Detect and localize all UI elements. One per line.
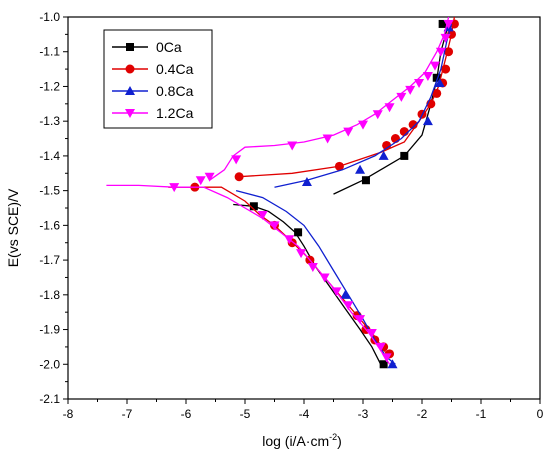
x-axis-title: log (i/A·cm-2): [262, 432, 342, 449]
legend: 0Ca 0.4Ca 0.8Ca 1.2Ca: [103, 29, 213, 129]
data-point-0ca: [432, 73, 441, 82]
y-tick-label: -1.3: [39, 114, 60, 128]
y-tick-label: -1.5: [39, 184, 60, 198]
data-point-1-2ca: [287, 141, 298, 151]
y-tick-label: -1.1: [39, 45, 60, 59]
data-point-0-4ca: [432, 88, 442, 98]
x-tick-label: -8: [63, 407, 74, 421]
legend-marker-0-8ca: [125, 86, 135, 95]
data-point-1-2ca: [366, 329, 377, 339]
data-point-0ca: [294, 228, 303, 237]
data-point-0-4ca: [399, 127, 409, 137]
data-point-1-2ca: [319, 273, 330, 283]
x-tick-label: -5: [240, 407, 251, 421]
data-point-1-2ca: [257, 210, 268, 220]
series-line-0-4ca: [239, 16, 456, 178]
data-point-0-8ca: [387, 359, 398, 369]
x-tick-label: -1: [476, 407, 487, 421]
data-point-0ca: [438, 19, 447, 28]
series-1-2ca: [106, 16, 454, 365]
data-point-1-2ca: [384, 103, 395, 113]
data-point-0-8ca: [422, 116, 433, 126]
data-point-1-2ca: [440, 33, 451, 43]
data-point-1-2ca: [169, 183, 180, 193]
data-point-0ca: [249, 202, 258, 211]
data-point-1-2ca: [414, 78, 425, 88]
data-point-0-4ca: [444, 47, 454, 57]
y-tick-label: -2.1: [39, 392, 60, 406]
data-point-1-2ca: [358, 120, 368, 130]
data-point-1-2ca: [307, 263, 318, 273]
x-tick-label: 0: [537, 407, 544, 421]
data-point-0ca: [400, 151, 409, 160]
y-tick-label: -1.8: [39, 288, 60, 302]
axes-group: -8 -7 -6 -5 -4 -3 -2 -1 0 -2.1 -2.0 -1.9 -1.8 -1.7 -1.…: [39, 10, 543, 421]
x-tick-label: -2: [417, 407, 428, 421]
series-line-0-8ca: [274, 23, 453, 188]
data-point-0-8ca: [355, 164, 366, 174]
data-point-1-2ca: [231, 155, 242, 165]
x-tick-label: -7: [122, 407, 133, 421]
data-point-0-8ca: [301, 176, 312, 186]
x-tick-label: -6: [181, 407, 192, 421]
data-point-1-2ca: [296, 249, 307, 259]
y-tick-label: -1.4: [39, 149, 60, 163]
legend-label-1-2ca: 1.2Ca: [156, 105, 194, 121]
data-point-0-4ca: [408, 120, 418, 130]
y-tick-label: -1.7: [39, 253, 60, 267]
data-point-1-2ca: [195, 176, 206, 186]
data-point-1-2ca: [343, 301, 354, 311]
series-line-1-2ca: [209, 16, 450, 181]
data-point-1-2ca: [396, 92, 407, 102]
data-point-1-2ca: [355, 315, 366, 325]
series-group: [106, 16, 459, 369]
data-point-1-2ca: [443, 19, 454, 29]
data-point-1-2ca: [405, 85, 416, 95]
y-tick-label: -1.6: [39, 218, 60, 232]
data-point-0-8ca: [340, 289, 351, 299]
data-point-1-2ca: [375, 342, 386, 352]
y-tick-label: -1.2: [39, 79, 60, 93]
legend-marker-0-4ca: [125, 64, 135, 74]
x-tick-label: -3: [358, 407, 369, 421]
series-0ca: [233, 19, 450, 369]
data-point-1-2ca: [322, 134, 333, 144]
data-point-0-4ca: [441, 64, 451, 74]
series-0-8ca: [235, 22, 454, 369]
y-tick-label: -1.9: [39, 323, 60, 337]
legend-marker-1-2ca: [125, 109, 135, 118]
data-point-0-4ca: [234, 172, 244, 182]
legend-label-0-4ca: 0.4Ca: [156, 61, 194, 77]
data-point-0-8ca: [434, 77, 445, 87]
series-line-0-4ca: [168, 186, 388, 355]
data-point-0-4ca: [382, 140, 392, 150]
y-axis-title: E(vs SCE)/V: [5, 188, 21, 267]
data-point-1-2ca: [429, 61, 440, 71]
data-point-1-2ca: [372, 110, 383, 120]
data-point-1-2ca: [422, 72, 433, 82]
x-tick-label: -4: [299, 407, 310, 421]
data-point-1-2ca: [381, 353, 392, 363]
legend-label-0ca: 0Ca: [156, 39, 182, 55]
legend-marker-0ca: [126, 43, 134, 51]
data-point-1-2ca: [331, 287, 342, 297]
data-point-1-2ca: [269, 221, 280, 231]
data-point-0ca: [361, 176, 370, 185]
data-point-1-2ca: [204, 172, 215, 182]
data-point-0-8ca: [378, 150, 389, 160]
y-tick-label: -2.0: [39, 357, 60, 371]
series-line-1-2ca: [106, 184, 391, 365]
y-tick-label: -1.0: [39, 10, 60, 24]
data-point-0ca: [379, 360, 388, 369]
data-point-1-2ca: [435, 47, 446, 57]
legend-label-0-8ca: 0.8Ca: [156, 83, 194, 99]
data-point-1-2ca: [284, 235, 295, 245]
data-point-1-2ca: [343, 127, 354, 137]
data-point-0-4ca: [334, 161, 344, 171]
